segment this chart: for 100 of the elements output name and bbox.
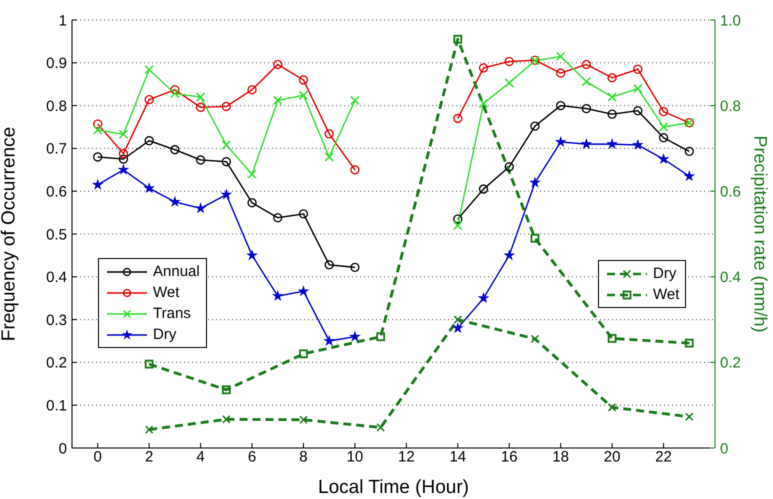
point [299,416,308,424]
point [92,125,102,135]
point [530,121,540,131]
point [658,154,669,164]
x-tick-label: 18 [552,448,570,466]
y2-tick-label: 0.2 [720,354,741,372]
point [247,85,257,94]
legend-label: Trans [153,305,191,322]
point [118,154,128,164]
y2-tick-label: 0.8 [720,98,741,115]
point [144,94,154,104]
y-tick-label: 0.5 [46,226,67,244]
y2-axis-title: Precipitation rate (mm/h) [750,135,771,333]
y2-tick-label: 0.6 [720,184,741,201]
legend-label: Dry [153,326,176,343]
legend-label: Annual [153,263,200,280]
point [453,34,462,44]
point [92,180,103,190]
point [272,290,283,300]
point [504,162,514,172]
y-tick-label: 0.9 [46,55,67,72]
point [196,203,206,213]
point [607,110,617,119]
point [504,78,514,88]
point [298,75,308,85]
point [93,152,102,162]
legend-label: Wet [153,284,180,301]
point [118,130,128,140]
point [453,220,463,230]
point [582,76,592,86]
point [658,122,668,132]
point [581,138,592,148]
y-tick-label: 0.8 [46,98,67,115]
point [324,336,334,346]
x-tick-label: 12 [398,448,415,466]
point [684,146,694,156]
point [556,52,566,62]
point [222,140,232,150]
point [324,152,334,162]
point [144,360,154,369]
x-tick-label: 0 [94,448,102,466]
point [298,90,308,100]
y-tick-label: 0.1 [46,398,67,415]
point [350,96,360,106]
y-tick-label: 0.6 [46,184,67,201]
point [247,250,258,260]
point [273,96,283,106]
point [170,88,180,98]
point [221,189,232,199]
x-tick-label: 14 [449,448,466,466]
point [247,198,257,208]
point [478,184,488,194]
x-tick-label: 10 [346,448,364,466]
x-tick-label: 16 [500,448,518,466]
y-tick-label: 0.2 [46,354,67,372]
point [118,164,128,174]
point [350,332,360,342]
point [144,183,154,192]
point [478,63,488,73]
point [582,104,592,114]
point [608,334,617,343]
x-axis-title: Local Time (Hour) [318,477,469,498]
point [196,92,206,102]
x-tick-label: 6 [248,448,256,466]
point [633,84,643,94]
legend-label: Wet [653,286,680,303]
point [222,157,231,166]
point [658,106,668,116]
point [478,293,488,302]
point [118,148,128,158]
point [273,60,282,70]
point [633,64,642,74]
point [298,209,308,219]
y-tick-label: 0.3 [46,312,67,329]
point [247,169,257,179]
x-tick-label: 4 [196,448,205,466]
point [607,138,618,148]
x-tick-label: 2 [144,448,154,466]
point [170,196,180,206]
point [556,136,566,146]
point [299,349,308,358]
point [632,140,643,150]
point [556,68,566,78]
legend-label: Dry [653,265,676,282]
point [350,262,360,272]
point [170,85,180,94]
point [452,322,463,332]
point [453,114,462,124]
x-tick-label: 8 [299,448,308,466]
point [324,129,334,138]
point [376,332,386,342]
point [633,106,642,116]
y2-tick-label: 0.4 [720,269,741,286]
point [684,338,694,348]
point [144,64,154,74]
point [478,98,488,108]
point [684,171,694,181]
point [324,260,334,270]
point [530,177,540,187]
x-tick-label: 20 [604,448,620,466]
